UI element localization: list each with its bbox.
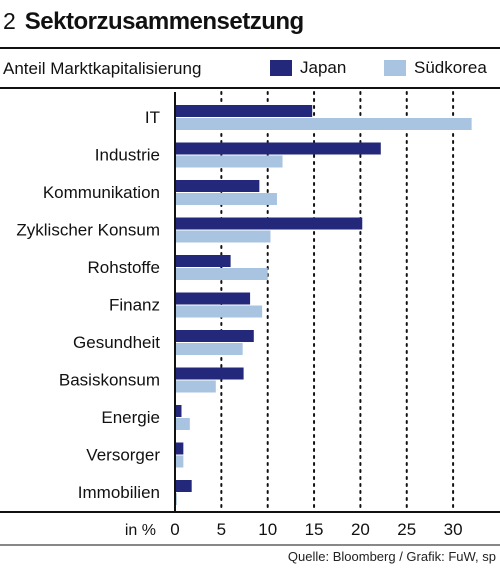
chart-title-row: 2 Sektorzusammensetzung bbox=[3, 8, 304, 44]
category-label: IT bbox=[145, 108, 160, 127]
bar bbox=[175, 405, 182, 417]
bar bbox=[175, 442, 184, 455]
subtitle-rule bbox=[0, 87, 500, 89]
bar bbox=[175, 255, 231, 267]
category-label: Immobilien bbox=[78, 483, 160, 502]
category-label: Gesundheit bbox=[73, 333, 160, 352]
bar bbox=[175, 155, 283, 168]
tick-label: 25 bbox=[397, 520, 416, 539]
legend-item-japan: Japan bbox=[270, 58, 346, 78]
bar bbox=[175, 292, 251, 305]
bar bbox=[175, 180, 260, 192]
bar bbox=[175, 230, 271, 243]
category-label: Zyklischer Konsum bbox=[16, 221, 160, 240]
bar bbox=[175, 193, 277, 205]
tick-label: 0 bbox=[170, 520, 179, 539]
chart-title: Sektorzusammensetzung bbox=[24, 8, 304, 35]
category-label: Industrie bbox=[95, 146, 160, 165]
bar bbox=[175, 367, 244, 380]
chart-number: 2 bbox=[3, 8, 16, 34]
chart-subtitle: Anteil Marktkapitalisierung bbox=[3, 59, 202, 78]
legend-item-suedkorea: Südkorea bbox=[384, 58, 487, 78]
category-label: Versorger bbox=[86, 446, 160, 465]
bar bbox=[175, 105, 313, 117]
bar bbox=[175, 268, 268, 280]
category-label: Kommunikation bbox=[43, 183, 160, 202]
x-axis-label: in % bbox=[125, 522, 156, 539]
bar bbox=[175, 305, 263, 318]
legend-swatch-japan bbox=[270, 60, 292, 76]
legend-swatch-suedkorea bbox=[384, 60, 406, 76]
chart-source: Quelle: Bloomberg / Grafik: FuW, sp bbox=[287, 549, 496, 564]
bar bbox=[175, 418, 190, 430]
category-label: Finanz bbox=[109, 296, 160, 315]
legend-label-suedkorea: Südkorea bbox=[414, 58, 487, 77]
bar bbox=[175, 330, 254, 342]
tick-label: 5 bbox=[217, 520, 226, 539]
bar bbox=[175, 118, 472, 130]
legend-label-japan: Japan bbox=[300, 58, 347, 77]
category-label: Rohstoffe bbox=[88, 258, 160, 277]
title-rule bbox=[0, 47, 500, 49]
category-label: Basiskonsum bbox=[59, 371, 160, 390]
tick-label: 30 bbox=[444, 520, 463, 539]
bar bbox=[175, 480, 192, 492]
category-label: Energie bbox=[101, 408, 160, 427]
bar bbox=[175, 217, 363, 230]
tick-label: 15 bbox=[305, 520, 324, 539]
tick-label: 10 bbox=[258, 520, 277, 539]
bar bbox=[175, 343, 243, 355]
bar bbox=[175, 142, 381, 155]
bar bbox=[175, 380, 216, 393]
bar bbox=[175, 455, 184, 468]
tick-label: 20 bbox=[351, 520, 370, 539]
